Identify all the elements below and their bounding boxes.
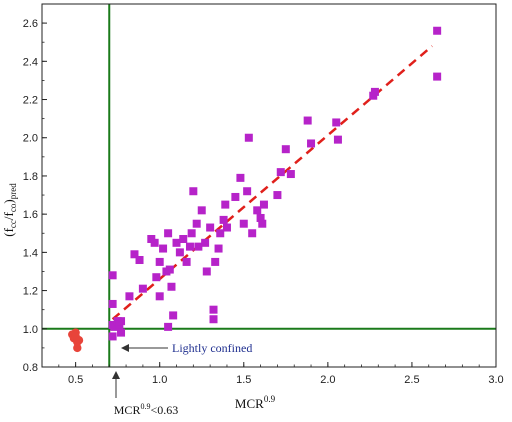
data-point-confined: [117, 328, 126, 337]
data-point-confined: [244, 133, 253, 142]
data-point-confined: [135, 256, 144, 265]
y-tick-label: 1.2: [23, 286, 38, 298]
data-point-confined: [159, 244, 168, 253]
data-point-lightly-confined: [71, 328, 80, 337]
data-point-confined: [209, 315, 218, 324]
data-point-confined: [187, 229, 196, 238]
data-point-confined: [185, 242, 194, 251]
y-tick-label: 1.8: [23, 171, 38, 183]
data-point-confined: [248, 229, 257, 238]
y-tick-label: 2.0: [23, 133, 38, 145]
data-point-confined: [108, 332, 117, 341]
y-tick-label: 2.4: [23, 56, 38, 68]
data-point-confined: [258, 219, 267, 228]
data-point-confined: [219, 215, 228, 224]
x-tick-label: 2.5: [404, 374, 419, 386]
y-tick-label: 0.8: [23, 362, 38, 374]
y-tick-label: 1.0: [23, 324, 38, 336]
y-tick-label: 1.4: [23, 247, 38, 259]
data-point-confined: [192, 219, 201, 228]
data-point-confined: [202, 267, 211, 276]
data-point-confined: [182, 257, 191, 266]
data-point-confined: [243, 187, 252, 196]
data-point-confined: [209, 305, 218, 314]
data-point-confined: [307, 139, 316, 148]
data-point-confined: [222, 223, 231, 232]
y-axis-title: (fcc/fco)pred: [1, 183, 18, 237]
x-tick-label: 3.0: [488, 374, 503, 386]
data-point-confined: [273, 191, 282, 200]
data-point-confined: [433, 26, 442, 35]
data-point-confined: [201, 238, 210, 247]
y-tick-label: 2.2: [23, 95, 38, 107]
data-point-confined: [189, 187, 198, 196]
data-point-confined: [286, 170, 295, 179]
y-tick-label: 1.6: [23, 209, 38, 221]
data-point-confined: [214, 244, 223, 253]
data-point-confined: [165, 265, 174, 274]
data-point-confined: [152, 273, 161, 282]
plot-frame: [41, 3, 497, 368]
data-point-confined: [197, 206, 206, 215]
data-point-confined: [370, 87, 379, 96]
data-point-confined: [164, 322, 173, 331]
data-point-confined: [253, 206, 262, 215]
data-point-confined: [108, 271, 117, 280]
data-point-confined: [281, 145, 290, 154]
data-point-confined: [221, 200, 230, 209]
data-point-confined: [231, 192, 240, 201]
data-point-confined: [164, 229, 173, 238]
x-tick-label: 0.5: [68, 374, 83, 386]
data-point-lightly-confined: [74, 336, 84, 345]
data-point-confined: [332, 118, 341, 127]
threshold-label: MCR0.9<0.63: [114, 402, 178, 417]
x-tick-label: 1.0: [152, 374, 167, 386]
data-point-confined: [108, 299, 117, 308]
data-point-confined: [179, 234, 188, 243]
data-point-confined: [155, 257, 164, 266]
data-point-confined: [333, 135, 342, 144]
data-point-confined: [216, 229, 225, 238]
data-point-confined: [175, 248, 184, 257]
data-point-confined: [433, 72, 442, 81]
data-point-confined: [276, 168, 285, 177]
data-point-confined: [155, 292, 164, 301]
y-tick-label: 2.6: [23, 18, 38, 30]
data-point-confined: [125, 292, 134, 301]
lightly-confined-label: Lightly confined: [172, 341, 252, 355]
data-point-confined: [167, 282, 176, 291]
trend-line: [111, 45, 433, 321]
data-point-confined: [169, 311, 178, 320]
data-point-confined: [194, 242, 203, 251]
data-point-confined: [110, 322, 119, 331]
data-point-confined: [236, 173, 245, 182]
x-axis-title: MCR0.9: [235, 394, 276, 411]
data-point-confined: [130, 250, 139, 259]
data-point-confined: [138, 284, 147, 293]
data-point-confined: [172, 238, 181, 247]
data-point-confined: [303, 116, 312, 125]
x-tick-label: 2.0: [320, 374, 335, 386]
x-tick-label: 1.5: [236, 374, 251, 386]
data-point-confined: [239, 219, 248, 228]
data-point-lightly-confined: [73, 343, 82, 353]
data-point-confined: [206, 223, 215, 232]
data-point-confined: [259, 200, 268, 209]
data-point-confined: [256, 213, 265, 222]
data-point-confined: [150, 238, 159, 247]
data-point-confined: [211, 257, 220, 266]
data-point-confined: [117, 317, 126, 326]
